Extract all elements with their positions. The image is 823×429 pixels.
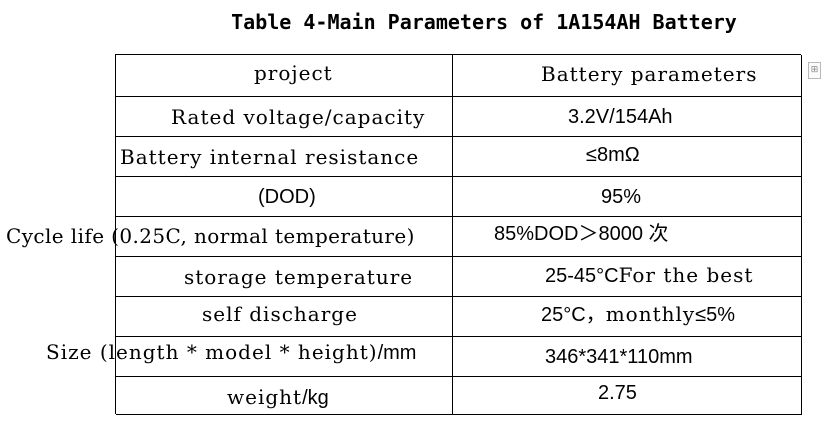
value-cell: ≤8mΩ [453,137,802,177]
table-row: storage temperature 25-45°CFor the best [116,257,802,297]
parameters-table: project Battery parameters Rated voltage… [115,54,802,415]
param-dod: (DOD) [258,186,316,208]
table-handle-icon[interactable]: ⊞ [808,62,821,79]
param-size-unit: /mm [377,342,417,364]
value-self-discharge-rate: ≤5% [695,304,736,326]
table-row: Battery internal resistance ≤8mΩ [116,137,802,177]
value-dod: 95% [601,186,642,208]
header-cell-project: project [116,55,453,97]
param-size-label: Size (length * model * height) [46,340,378,364]
value-rated-voltage-capacity: 3.2V/154Ah [568,106,673,128]
param-cell [116,337,453,377]
param-storage-temperature: storage temperature [184,265,414,289]
table-row: weight/kg 2.75 [116,377,802,415]
table-header-row: project Battery parameters [116,55,802,97]
value-cell: 95% [453,177,802,217]
value-weight: 2.75 [598,382,637,404]
param-cell: weight/kg [116,377,453,415]
value-self-discharge-temp: 25°C， [541,304,606,326]
table-row: Rated voltage/capacity 3.2V/154Ah [116,97,802,137]
param-weight-unit: /kg [302,387,329,409]
header-battery-parameters-label: Battery parameters [541,62,758,86]
value-size: 346*341*110mm [545,346,693,368]
value-cell: 346*341*110mm [453,337,802,377]
value-cycle-life: 85%DOD＞8000 次 [494,223,669,245]
param-cell [116,217,453,257]
value-storage-temperature-note: For the best [618,263,754,287]
param-cycle-life: Cycle life (0.25C, normal temperature) [6,224,415,248]
param-weight-label: weight [227,385,303,409]
param-cell: storage temperature [116,257,453,297]
value-storage-temperature: 25-45°CFor the best [545,263,753,288]
param-weight: weight/kg [227,385,329,410]
param-self-discharge: self discharge [202,302,358,326]
param-cell: self discharge [116,297,453,337]
table-row: (DOD) 95% [116,177,802,217]
table-title: Table 4-Main Parameters of 1A154AH Batte… [231,10,737,34]
value-self-discharge: 25°C，monthly≤5% [541,302,735,327]
value-storage-temperature-range: 25-45°C [545,265,619,287]
value-internal-resistance: ≤8mΩ [586,144,640,166]
table-row: self discharge 25°C，monthly≤5% [116,297,802,337]
param-cell: (DOD) [116,177,453,217]
value-cell: 85%DOD＞8000 次 [453,217,802,257]
param-size: Size (length * model * height)/mm [46,340,416,365]
value-cell: 25-45°CFor the best [453,257,802,297]
value-cell: 2.75 [453,377,802,415]
value-cell: 3.2V/154Ah [453,97,802,137]
value-cell: 25°C，monthly≤5% [453,297,802,337]
header-cell-battery-parameters: Battery parameters [453,55,802,97]
param-rated-voltage-capacity: Rated voltage/capacity [171,105,426,129]
header-project-label: project [254,61,333,85]
param-cell: Battery internal resistance [116,137,453,177]
param-internal-resistance: Battery internal resistance [120,145,420,169]
table-row: 85%DOD＞8000 次 [116,217,802,257]
param-cell: Rated voltage/capacity [116,97,453,137]
table-row: 346*341*110mm [116,337,802,377]
value-self-discharge-period: monthly [605,302,696,326]
